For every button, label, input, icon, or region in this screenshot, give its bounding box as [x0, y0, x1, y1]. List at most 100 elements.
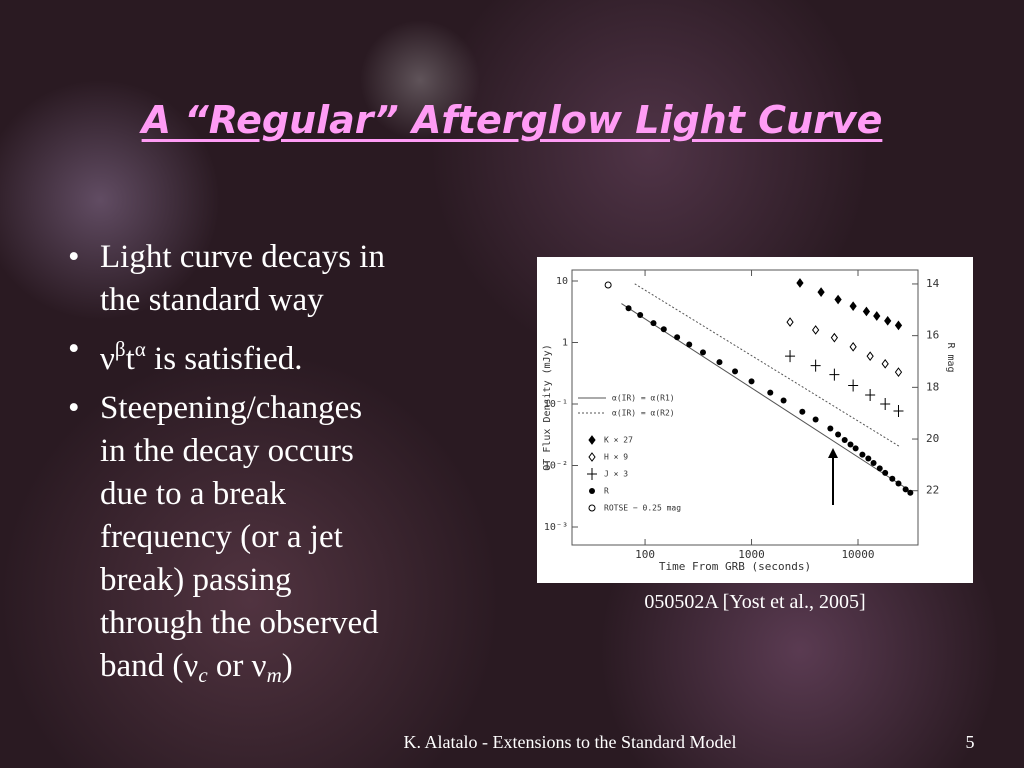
- data-point: [882, 469, 889, 476]
- bullet-text: Light curve decays in: [100, 239, 385, 275]
- bullet-text: t: [125, 341, 135, 377]
- plot-frame: [571, 269, 919, 546]
- bullet-text: β: [114, 337, 126, 361]
- bullet-text: frequency (or a jet: [100, 519, 343, 555]
- legend-label: H × 9: [604, 453, 628, 462]
- legend-marker: [588, 435, 596, 445]
- data-point: [847, 441, 854, 448]
- y2-tick-label: 18: [926, 380, 939, 393]
- data-point: [907, 489, 914, 496]
- data-point: [650, 320, 657, 327]
- bullet-text: c: [198, 663, 208, 687]
- legend-label: R: [604, 487, 609, 496]
- bullet-text: is satisfied.: [145, 341, 303, 377]
- bullet-text: α: [134, 337, 146, 361]
- data-point: [866, 351, 874, 361]
- bullet: • Light curve decays in the standard way: [68, 236, 498, 322]
- data-point: [830, 332, 839, 343]
- bullet-line: due to a break: [100, 473, 498, 516]
- bullet-line: frequency (or a jet: [100, 516, 498, 559]
- light-curve-figure: 100 1000 10000 10 1 10⁻¹ 10⁻² 10⁻³ 14 16 18 20 22 Tim…: [537, 257, 973, 583]
- bullet-text: due to a break: [100, 476, 286, 512]
- data-point: [902, 486, 909, 493]
- data-point: [876, 465, 883, 472]
- data-point: [748, 378, 755, 385]
- footer: K. Alatalo - Extensions to the Standard …: [403, 732, 737, 752]
- data-point: [699, 349, 706, 356]
- bullet-line: in the decay occurs: [100, 430, 498, 473]
- y-tick-label: 10⁻²: [544, 461, 568, 472]
- bullet-text: or ν: [207, 648, 267, 684]
- data-point: [829, 368, 840, 381]
- y-tick-label: 1: [562, 338, 568, 349]
- legend-label: K × 27: [604, 436, 633, 445]
- bullet-text: break) passing: [100, 562, 292, 598]
- bullet-text: ν: [100, 341, 115, 377]
- bullet-text: ): [281, 648, 293, 684]
- figure-background: [537, 257, 973, 583]
- bullet-dot: •: [68, 331, 80, 367]
- x-axis-label: Time From GRB (seconds): [659, 560, 811, 573]
- data-point: [894, 320, 903, 331]
- break-arrow-head: [828, 448, 838, 458]
- y2-tick-label: 22: [926, 484, 939, 497]
- data-point: [817, 287, 825, 297]
- data-point: [894, 367, 903, 377]
- bullet-text: band (ν: [100, 648, 199, 684]
- data-point: [716, 359, 723, 366]
- bullet: • Steepening/changes in the decay occurs du…: [68, 387, 498, 697]
- legend-marker: [588, 504, 596, 512]
- data-point: [889, 475, 896, 482]
- legend-label: J × 3: [604, 470, 628, 479]
- x-tick-label: 100: [635, 548, 655, 561]
- data-point: [625, 305, 632, 312]
- data-point: [848, 379, 859, 392]
- data-point: [796, 278, 804, 288]
- y-tick-label: 10: [556, 276, 568, 287]
- bullet-list: • Light curve decays in the standard way • …: [68, 236, 498, 703]
- data-point: [835, 431, 842, 438]
- data-point: [660, 326, 667, 333]
- bullet-dot: •: [68, 390, 80, 426]
- bullet-line: the standard way: [100, 279, 498, 322]
- legend-marker: [588, 452, 596, 462]
- bullet-text: Steepening/changes: [100, 390, 363, 426]
- data-point: [767, 389, 774, 396]
- data-point: [895, 480, 902, 487]
- bullet-line: break) passing: [100, 559, 498, 602]
- data-point: [849, 342, 857, 352]
- bullet-dot: •: [68, 239, 80, 275]
- bullet-line: band (νc or νm): [100, 645, 498, 697]
- data-point: [786, 317, 794, 327]
- y2-axis-label: R mag: [945, 342, 956, 372]
- data-point: [674, 334, 681, 341]
- data-point: [637, 312, 644, 319]
- y2-tick-label: 20: [926, 432, 939, 445]
- data-point: [893, 404, 904, 417]
- legend-marker: [589, 488, 595, 494]
- bullet-line: Steepening/changes: [100, 387, 498, 430]
- data-point: [841, 436, 848, 443]
- data-point: [880, 398, 891, 411]
- data-point: [686, 341, 693, 348]
- data-point: [812, 325, 820, 335]
- data-point: [785, 350, 796, 363]
- legend-label: α(IR) = α(R2): [612, 409, 675, 418]
- data-point: [810, 359, 821, 372]
- data-point: [732, 368, 739, 375]
- data-point: [812, 416, 819, 423]
- legend-marker: [587, 468, 597, 480]
- data-point: [834, 294, 842, 305]
- y-tick-label: 10⁻³: [544, 522, 568, 533]
- data-point: [884, 316, 892, 326]
- data-point: [852, 445, 859, 452]
- data-point: [604, 281, 612, 289]
- bullet-text: m: [266, 663, 282, 687]
- legend-label: ROTSE − 0.25 mag: [604, 504, 681, 513]
- y2-tick-label: 16: [926, 329, 939, 342]
- slide-title: A “Regular” Afterglow Light Curve: [141, 98, 883, 142]
- data-point: [865, 455, 872, 462]
- bullet-text: in the decay occurs: [100, 433, 354, 469]
- data-point: [873, 311, 881, 321]
- data-point: [865, 389, 876, 402]
